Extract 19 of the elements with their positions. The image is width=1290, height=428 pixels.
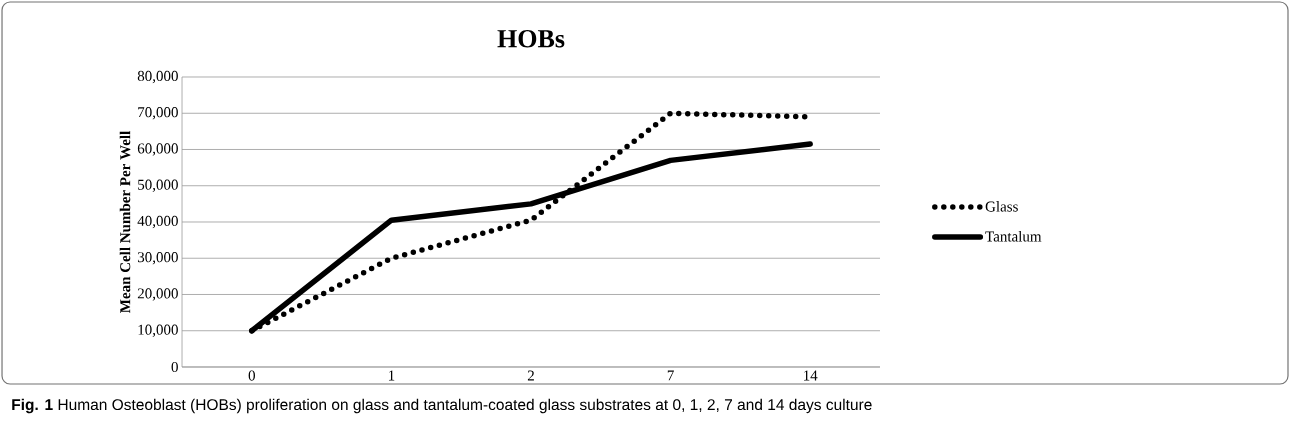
y-tick-label: 60,000 xyxy=(137,143,178,156)
y-tick-label: 50,000 xyxy=(138,179,178,192)
x-tick-label: 7 xyxy=(667,370,674,381)
y-tick-label: 30,000 xyxy=(137,252,178,265)
legend-label: Tantalum xyxy=(985,231,1042,242)
y-tick-label: 0 xyxy=(171,361,178,373)
y-tick-label: 10,000 xyxy=(138,324,178,337)
legend-label: Glass xyxy=(985,201,1018,212)
text: Fig. 1 Human Osteoblast (HOBs) proliferation on glass and tantalum-coated glass substrates at 0, 1, 2, 7 and 14 days culture xyxy=(12,398,872,414)
chart-title: HOBs xyxy=(497,29,565,48)
y-tick-label: 80,000 xyxy=(137,70,178,84)
y-axis-title: Mean Cell Number Per Well xyxy=(119,131,131,313)
y-tick-label: 70,000 xyxy=(138,107,178,120)
x-tick-label: 0 xyxy=(248,370,255,381)
y-tick-label: 40,000 xyxy=(137,215,178,229)
x-tick-label: 14 xyxy=(804,370,818,381)
x-tick-label: 2 xyxy=(527,370,534,381)
x-tick-label: 1 xyxy=(388,370,395,381)
y-tick-label: 20,000 xyxy=(137,288,178,301)
